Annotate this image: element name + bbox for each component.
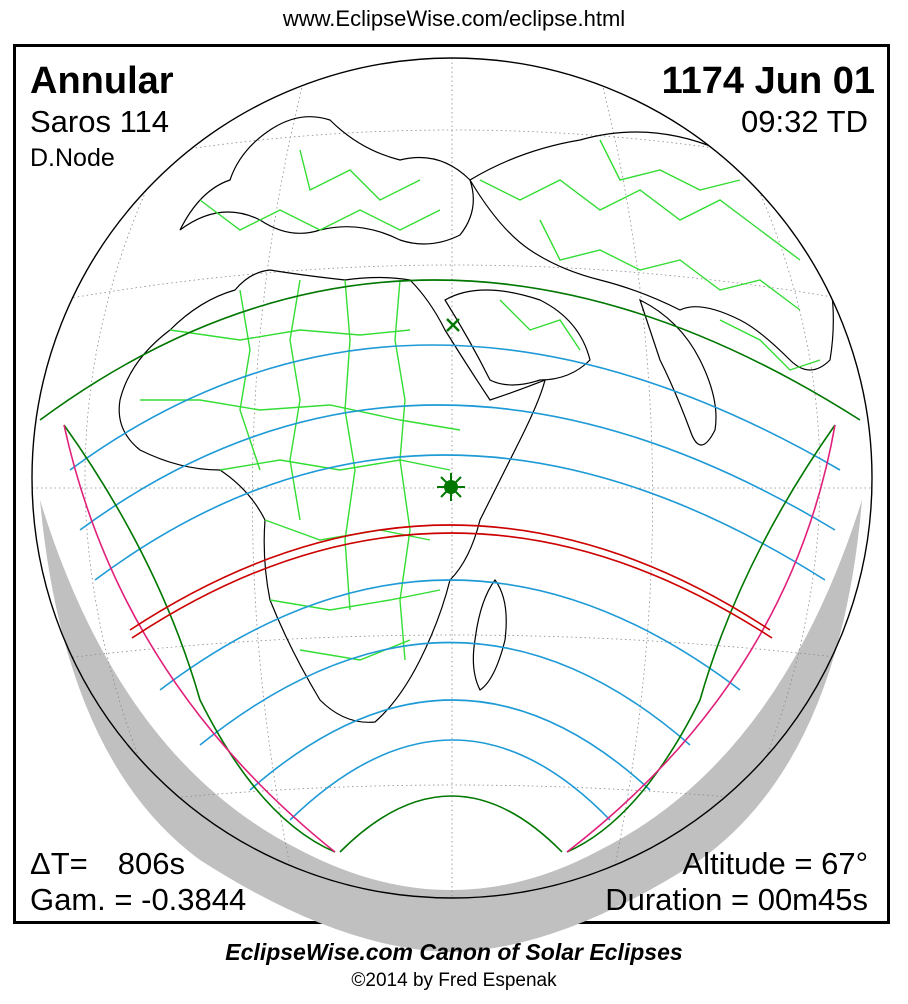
- footer-title: EclipseWise.com Canon of Solar Eclipses: [225, 939, 683, 965]
- delta-t-label: ΔT=: [30, 846, 88, 881]
- source-url: www.EclipseWise.com/eclipse.html: [282, 6, 626, 31]
- subsolar-point-marker: [446, 318, 460, 332]
- asia-coast: [469, 131, 834, 371]
- eclipse-type: Annular: [30, 60, 174, 102]
- footer-copyright: ©2014 by Fred Espenak: [351, 970, 557, 991]
- eclipse-time: 09:32 TD: [741, 104, 868, 139]
- saros-number: Saros 114: [30, 104, 170, 139]
- earth-shadow-crescent: [40, 500, 862, 952]
- arabia-coast: [444, 289, 591, 386]
- rise-set-curves: [63, 424, 836, 853]
- africa-coast: [118, 269, 546, 723]
- madagascar-coast: [472, 578, 507, 691]
- europe-coast: [179, 116, 474, 245]
- gamma-value: Gam. = -0.3844: [30, 882, 247, 917]
- annular-path: [129, 524, 773, 639]
- magnitude-curves: [69, 344, 841, 821]
- penumbral-limits: [39, 279, 861, 853]
- duration-value: Duration = 00m45s: [605, 882, 868, 917]
- coastlines: [118, 116, 834, 723]
- altitude-value: Altitude = 67°: [682, 846, 868, 881]
- delta-t-value: 806s: [117, 846, 185, 881]
- political-borders: [140, 139, 821, 661]
- greatest-eclipse-marker: [437, 473, 465, 501]
- delta-t: ΔT= 806s: [30, 848, 185, 879]
- node-label: D.Node: [30, 144, 115, 172]
- eclipse-date: 1174 Jun 01: [661, 60, 875, 102]
- globe-outline: [31, 57, 873, 899]
- india-coast: [638, 298, 717, 446]
